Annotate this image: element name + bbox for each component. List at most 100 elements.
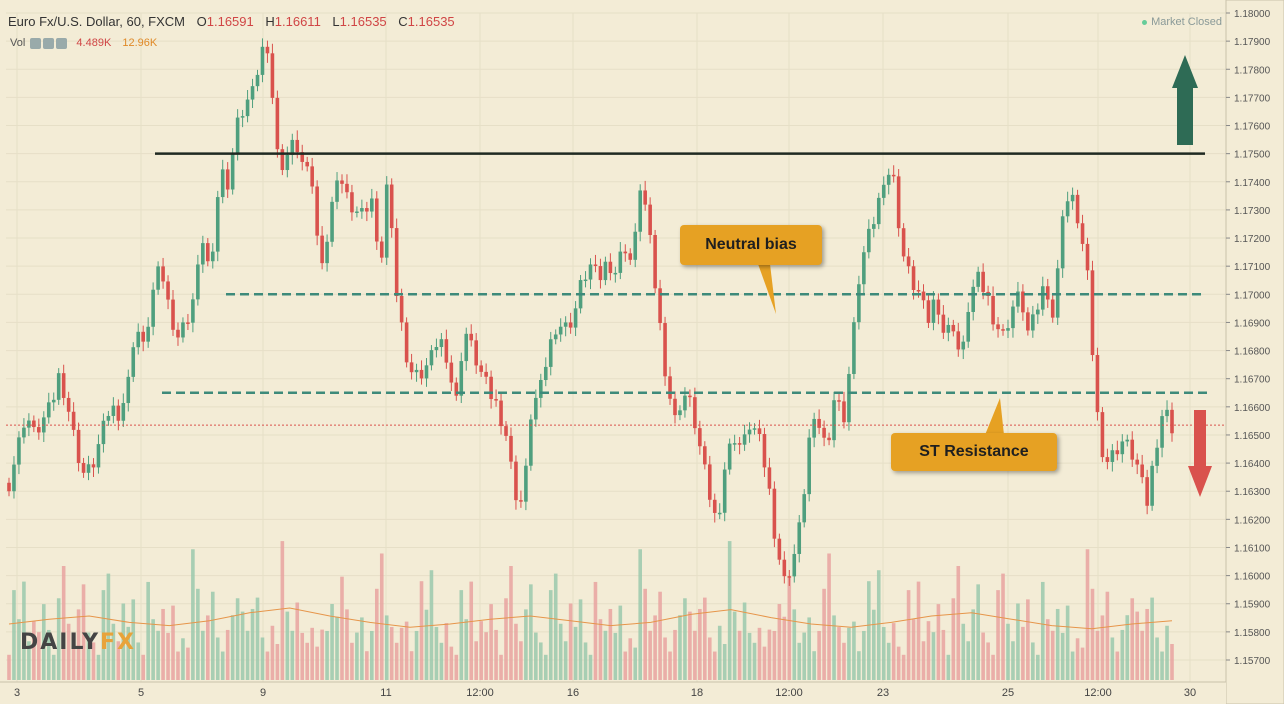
candle-body bbox=[603, 261, 608, 281]
high-label: H bbox=[265, 14, 275, 29]
volume-bar bbox=[469, 581, 474, 680]
volume-bar bbox=[1150, 597, 1154, 680]
candle-body bbox=[876, 197, 881, 225]
volume-bar bbox=[543, 654, 548, 680]
candle-body bbox=[7, 482, 11, 492]
y-tick-label: 1.16500 bbox=[1234, 431, 1271, 442]
candle-body bbox=[583, 279, 588, 282]
candle-body bbox=[1150, 465, 1154, 506]
volume-bar bbox=[991, 654, 995, 680]
candle-body bbox=[27, 420, 31, 428]
eye-icon[interactable] bbox=[30, 37, 42, 49]
candle-body bbox=[862, 252, 866, 285]
volume-bar bbox=[837, 627, 841, 680]
candle-body bbox=[270, 53, 275, 98]
close-icon[interactable] bbox=[56, 37, 68, 49]
candle-body bbox=[653, 235, 657, 289]
candle-body bbox=[712, 499, 717, 513]
volume-bar bbox=[593, 581, 598, 680]
candle-body bbox=[817, 418, 821, 428]
candle-body bbox=[1016, 291, 1020, 307]
volume-bar bbox=[747, 632, 752, 680]
volume-bar bbox=[434, 627, 439, 680]
volume-bar bbox=[807, 617, 811, 680]
volume-bar bbox=[663, 637, 667, 680]
volume-bar bbox=[389, 627, 394, 680]
candle-body bbox=[389, 184, 394, 229]
volume-bar bbox=[81, 584, 86, 680]
candle-body bbox=[285, 154, 290, 171]
volume-bar bbox=[111, 623, 116, 680]
volume-bar bbox=[181, 638, 185, 680]
candle-body bbox=[558, 326, 563, 335]
time-axis-panel bbox=[0, 682, 1226, 704]
candle-body bbox=[66, 397, 71, 412]
volume-bar bbox=[976, 584, 980, 680]
candle-body bbox=[548, 339, 553, 367]
volume-bar bbox=[1006, 623, 1010, 680]
volume-bar bbox=[32, 621, 36, 680]
volume-bar bbox=[86, 632, 91, 680]
volume-bar bbox=[494, 629, 498, 680]
candle-body bbox=[623, 251, 628, 254]
candle-body bbox=[116, 405, 121, 421]
low-value: 1.16535 bbox=[339, 14, 387, 29]
volume-bar bbox=[529, 584, 533, 680]
volume-bar bbox=[355, 632, 359, 680]
volume-bar bbox=[300, 632, 305, 680]
volume-bar bbox=[906, 590, 911, 680]
candle-body bbox=[668, 376, 672, 399]
volume-bar bbox=[17, 619, 21, 680]
settings-icon[interactable] bbox=[43, 37, 55, 49]
candle-body bbox=[1155, 447, 1159, 466]
volume-bar bbox=[1100, 615, 1105, 680]
x-tick-label: 11 bbox=[380, 687, 391, 699]
candle-body bbox=[941, 314, 946, 333]
candle-body bbox=[151, 289, 155, 327]
volume-bar bbox=[504, 598, 508, 680]
candle-body bbox=[265, 46, 270, 54]
candle-body bbox=[787, 576, 792, 578]
volume-bar bbox=[628, 638, 633, 680]
volume-bar bbox=[444, 623, 449, 680]
volume-label[interactable]: Vol bbox=[10, 37, 26, 49]
candle-body bbox=[946, 324, 951, 333]
down-arrow-icon bbox=[1188, 466, 1212, 497]
volume-bar bbox=[141, 654, 145, 680]
candle-body bbox=[916, 289, 921, 292]
candle-body bbox=[350, 192, 354, 213]
volume-bar bbox=[1021, 626, 1025, 680]
candle-body bbox=[1115, 450, 1120, 455]
volume-bar bbox=[454, 654, 459, 680]
volume-bar bbox=[931, 632, 936, 680]
volume-bar bbox=[792, 609, 797, 680]
volume-bar bbox=[722, 644, 727, 680]
candle-body bbox=[981, 271, 985, 292]
candle-body bbox=[1045, 286, 1050, 300]
volume-bar bbox=[812, 651, 816, 680]
st-resistance-callout-pointer bbox=[985, 398, 1004, 435]
volume-bar bbox=[871, 609, 876, 680]
volume-bar bbox=[534, 632, 538, 680]
volume-bar bbox=[852, 621, 856, 680]
y-tick-label: 1.17500 bbox=[1234, 150, 1271, 161]
candle-body bbox=[12, 464, 16, 492]
x-tick-label: 12:00 bbox=[1084, 687, 1112, 699]
volume-bar bbox=[787, 576, 792, 680]
candle-body bbox=[489, 376, 493, 400]
candle-body bbox=[951, 324, 956, 332]
candle-body bbox=[777, 538, 782, 560]
candle-body bbox=[961, 341, 966, 350]
volume-bar bbox=[176, 651, 180, 680]
symbol-title[interactable]: Euro Fx/U.S. Dollar, 60, FXCM bbox=[8, 14, 185, 29]
volume-bar bbox=[732, 611, 737, 680]
candle-body bbox=[678, 410, 682, 416]
volume-bar bbox=[7, 654, 11, 680]
volume-bar bbox=[588, 654, 593, 680]
candle-body bbox=[374, 198, 379, 242]
candle-body bbox=[842, 401, 846, 423]
candle-body bbox=[365, 208, 369, 212]
candle-body bbox=[86, 464, 91, 473]
candle-body bbox=[300, 152, 305, 162]
